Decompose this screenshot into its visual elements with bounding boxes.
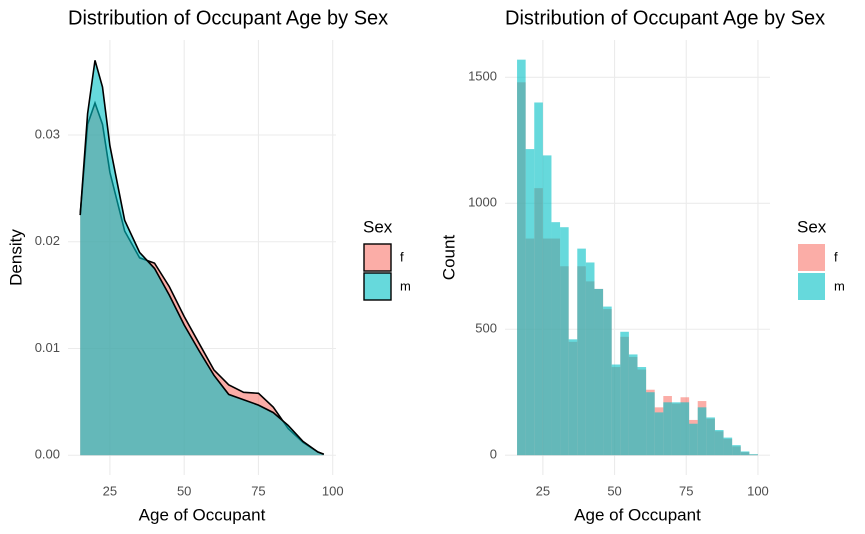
bar	[560, 227, 569, 456]
bar	[646, 392, 655, 456]
density-line	[79, 60, 325, 455]
bar	[723, 437, 733, 456]
legend-key	[798, 273, 825, 300]
legend-title: Sex	[363, 217, 393, 236]
legend-label: m	[834, 278, 845, 293]
y-tick-label: 0.00	[35, 447, 60, 462]
chart-title: Distribution of Occupant Age by Sex	[68, 7, 388, 29]
y-tick-label: 0.03	[35, 126, 60, 141]
legend-key	[363, 272, 392, 301]
x-tick-label: 100	[322, 483, 344, 498]
bar	[594, 288, 604, 456]
bar	[603, 306, 612, 456]
bar	[542, 155, 552, 456]
x-tick-label: 25	[536, 483, 550, 498]
bar	[732, 445, 741, 456]
y-tick-label: 1500	[468, 69, 497, 84]
legend-label: f	[834, 249, 838, 264]
x-axis-label: Age of Occupant	[574, 505, 701, 524]
x-tick-label: 25	[103, 483, 117, 498]
legend-key	[798, 244, 825, 271]
bar	[680, 402, 690, 456]
x-tick-label: 50	[607, 483, 621, 498]
legend-label: f	[400, 249, 404, 264]
legend-title: Sex	[797, 217, 827, 236]
bar	[740, 451, 750, 456]
bar	[517, 59, 526, 456]
bar	[611, 364, 621, 456]
bar	[585, 262, 595, 456]
x-tick-label: 50	[177, 483, 191, 498]
bar	[749, 454, 758, 456]
bar	[525, 149, 535, 456]
bar	[706, 417, 715, 456]
bar	[551, 222, 561, 456]
y-tick-label: 0.02	[35, 233, 60, 248]
density-area	[80, 60, 324, 456]
bar	[671, 402, 681, 456]
bar	[654, 412, 664, 456]
y-tick-label: 0.01	[35, 340, 60, 355]
bar	[689, 423, 698, 456]
y-tick-label: 500	[475, 321, 497, 336]
bar	[697, 407, 707, 456]
x-tick-label: 100	[747, 483, 769, 498]
x-axis-label: Age of Occupant	[139, 505, 266, 524]
y-tick-label: 1000	[468, 195, 497, 210]
bar	[620, 331, 629, 456]
bar	[637, 367, 647, 456]
legend-label: m	[400, 278, 411, 293]
legend-key	[363, 243, 392, 272]
bar	[577, 248, 586, 456]
y-axis-label: Density	[6, 229, 25, 286]
chart-title: Distribution of Occupant Age by Sex	[505, 7, 825, 29]
bar	[714, 430, 724, 456]
bar	[628, 354, 638, 456]
y-tick-label: 0	[490, 447, 497, 462]
bar	[568, 339, 578, 456]
bar	[534, 102, 543, 456]
bar	[663, 402, 672, 456]
x-tick-label: 75	[679, 483, 693, 498]
y-axis-label: Count	[439, 235, 458, 281]
x-tick-label: 75	[251, 483, 265, 498]
